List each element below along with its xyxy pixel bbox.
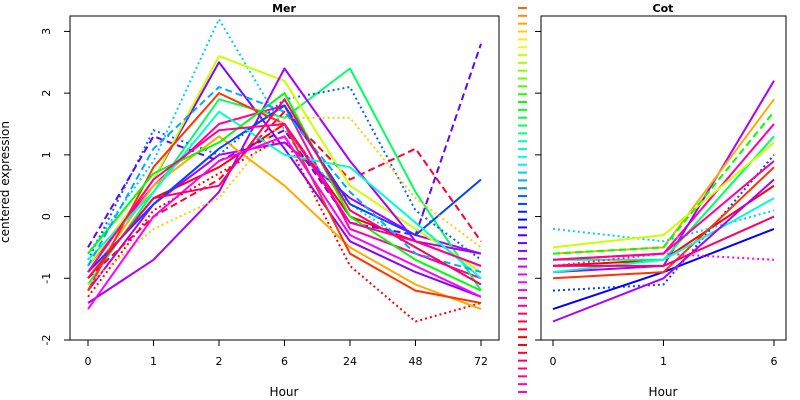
panel-mer-xtick-label: 0 [85, 355, 92, 368]
panel-cot-series-line-15 [553, 215, 775, 267]
panel-mer-xtick-label: 72 [474, 355, 488, 368]
panel-mer-series-line-13 [87, 135, 482, 311]
panel-mer-title: Mer [272, 2, 296, 15]
panel-mer-xtick-label: 2 [216, 355, 223, 368]
panel-mer-series-line-10 [87, 43, 482, 248]
panel-mer-xtick-label: 48 [409, 355, 423, 368]
color-legend-strip [518, 7, 527, 393]
panel-mer-series-line-18 [87, 92, 482, 292]
panel-mer-ytick-label: -2 [40, 335, 53, 346]
panel-mer-series-line-8 [87, 135, 482, 323]
panel-cot-xtick-label: 6 [771, 355, 778, 368]
panel-mer-series-line-14 [87, 104, 482, 273]
panel-mer-ytick-label: 3 [40, 28, 53, 35]
panel-cot-series-line-12 [552, 197, 775, 274]
panel-mer-ytick-label: -1 [40, 273, 53, 284]
panel-cot-series-line-11 [552, 141, 775, 249]
panel-cot-series-line-9 [552, 166, 775, 280]
panel-mer-ylabel: centered expression [0, 121, 12, 243]
panel-mer-series-line-21 [87, 98, 482, 286]
panel-mer-series-line-20 [87, 86, 482, 274]
panel-mer-xtick-label: 1 [150, 355, 157, 368]
panel-mer-ytick-label: 1 [40, 151, 53, 158]
panel-mer-series-line-22 [87, 123, 482, 273]
panel-mer-series-line-2 [87, 104, 482, 280]
panel-mer-series-line-19 [87, 135, 482, 310]
panel-mer-ytick-label: 2 [40, 90, 53, 97]
panel-cot-frame [540, 15, 787, 341]
panel-mer-xtick-label: 6 [281, 355, 288, 368]
panel-cot-title: Cot [653, 2, 674, 15]
panel-mer-xtick-label: 24 [343, 355, 357, 368]
panel-cot-series-line-16 [552, 160, 775, 261]
panel-cot: Cot Hour 0 1 6 [535, 2, 787, 399]
panel-cot-xtick-label: 1 [660, 355, 667, 368]
panel-cot-series-line-7 [552, 209, 775, 243]
panel-mer-series-line-16 [87, 110, 482, 280]
panel-mer-ytick-label: 0 [40, 213, 53, 220]
panel-mer: Mer Hour centered expression 0 1 2 6 24 48 72 -… [0, 2, 500, 399]
panel-cot-series-line-14 [552, 111, 775, 255]
panel-mer-xlabel: Hour [270, 385, 299, 399]
panel-cot-xtick-label: 0 [550, 355, 557, 368]
panel-mer-series-line-11 [87, 55, 482, 273]
panel-mer-series-line-17 [87, 116, 482, 286]
panel-cot-xlabel: Hour [649, 385, 678, 399]
panel-cot-series-line-13 [552, 178, 775, 323]
panel-cot-series-line-5 [552, 154, 775, 292]
